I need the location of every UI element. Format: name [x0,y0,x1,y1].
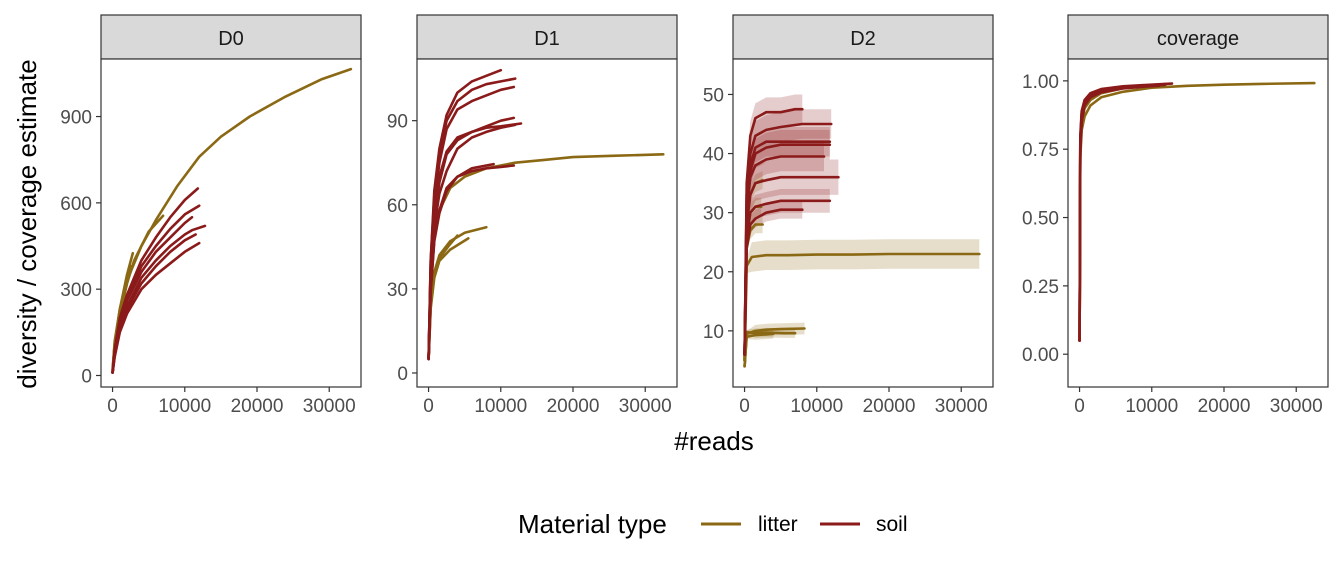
strip-label-coverage: coverage [1157,28,1239,50]
x-tick-label-D1-2: 20000 [547,396,600,417]
legend-label-soil: soil [876,513,908,536]
strip-coverage [1067,14,1329,60]
strip-label-D1: D1 [534,28,560,50]
x-tick-label-D1-3: 30000 [619,396,672,417]
y-tick-label-D1-2: 60 [387,196,408,217]
x-axis-title: #reads [674,426,754,456]
y-tick-label-D0-0: 0 [81,366,92,387]
y-tick-label-coverage-1: 0.25 [1022,277,1059,298]
y-tick-label-D2-0: 10 [703,322,724,343]
series-line-litter-0 [743,252,981,362]
y-tick-label-D2-3: 40 [703,145,724,166]
confidence-band-soil-8 [744,109,832,355]
series-line-soil-13 [743,199,832,356]
facet-panel-D2: D2 10 20 30 40 50 0 10000 20000 30000 [703,14,994,417]
confidence-band-soil-13 [744,189,830,355]
panel-border-D0 [100,58,362,388]
series-group-D1 [427,68,665,361]
x-tick-label-D2-3: 30000 [935,396,988,417]
x-tick-label-D0-0: 0 [107,396,118,417]
facet-panel-D1: D1 0 30 60 90 0 10000 20000 30000 [387,14,678,417]
series-group-D2 [743,94,981,368]
plot-area-D0 [101,59,361,387]
strip-D0 [100,14,362,60]
confidence-band-litter-1 [744,215,763,361]
x-tick-label-D1-1: 10000 [474,396,527,417]
x-tick-label-D0-1: 10000 [158,396,211,417]
series-group-D0 [111,67,353,374]
panel-border-coverage [1067,58,1329,388]
series-line-soil-14 [743,208,804,356]
y-tick-label-D0-1: 300 [60,280,92,301]
y-tick-label-D0-2: 600 [60,194,92,215]
confidence-band-litter-2 [744,197,762,361]
series-line-soil-11 [743,155,826,356]
y-axis-title: diversity / coverage estimate [12,59,42,388]
x-tick-label-coverage-1: 10000 [1125,396,1178,417]
series-group-coverage [1078,81,1316,342]
y-tick-label-D1-1: 30 [387,280,408,301]
confidence-band-litter-6 [744,327,796,367]
series-line-soil-11 [427,162,495,361]
y-tick-label-D2-1: 20 [703,263,724,284]
x-tick-label-D1-0: 0 [423,396,434,417]
legend-label-litter: litter [758,513,798,536]
y-tick-label-coverage-3: 0.75 [1022,140,1059,161]
y-tick-label-D2-4: 50 [703,85,724,106]
x-tick-label-D0-3: 30000 [303,396,356,417]
x-tick-label-D0-2: 20000 [231,396,284,417]
plot-area-coverage [1068,59,1328,387]
strip-D1 [416,14,678,60]
x-tick-label-coverage-2: 20000 [1198,396,1251,417]
y-tick-label-D1-0: 0 [397,364,408,385]
confidence-band-litter-0 [744,239,980,361]
confidence-band-litter-5 [744,329,774,367]
series-line-soil-12 [743,175,840,356]
plot-area-D1 [417,59,677,387]
series-line-soil-6 [1078,84,1161,342]
y-tick-label-coverage-0: 0.00 [1022,345,1059,366]
series-line-litter-6 [743,330,797,368]
x-tick-label-D2-0: 0 [739,396,750,417]
legend-title: Material type [518,509,667,539]
series-line-soil-9 [111,241,201,374]
confidence-band-soil-12 [744,159,839,355]
panel-border-D1 [416,58,678,388]
confidence-band-soil-7 [744,94,803,355]
y-tick-label-D1-3: 90 [387,112,408,133]
strip-label-D2: D2 [850,28,876,50]
facet-panel-D0: D0 0 300 600 900 0 10000 20000 30000 [60,14,362,417]
x-tick-label-D2-2: 20000 [863,396,916,417]
y-tick-label-coverage-2: 0.50 [1022,209,1059,230]
y-tick-label-D2-2: 30 [703,204,724,225]
y-tick-label-D0-3: 900 [60,108,92,129]
confidence-band-soil-9 [744,127,830,355]
x-tick-label-D2-1: 10000 [790,396,843,417]
x-tick-label-coverage-3: 30000 [1270,396,1323,417]
strip-D2 [732,14,994,60]
x-tick-label-coverage-0: 0 [1074,396,1085,417]
strip-label-D0: D0 [218,28,244,50]
y-tick-label-coverage-4: 1.00 [1022,72,1059,93]
legend: Material type litter soil [518,509,908,539]
facet-panel-coverage: coverage 0.00 0.25 0.50 0.75 1.00 0 10000 20000 3… [1022,14,1329,417]
panel-border-D2 [732,58,994,388]
